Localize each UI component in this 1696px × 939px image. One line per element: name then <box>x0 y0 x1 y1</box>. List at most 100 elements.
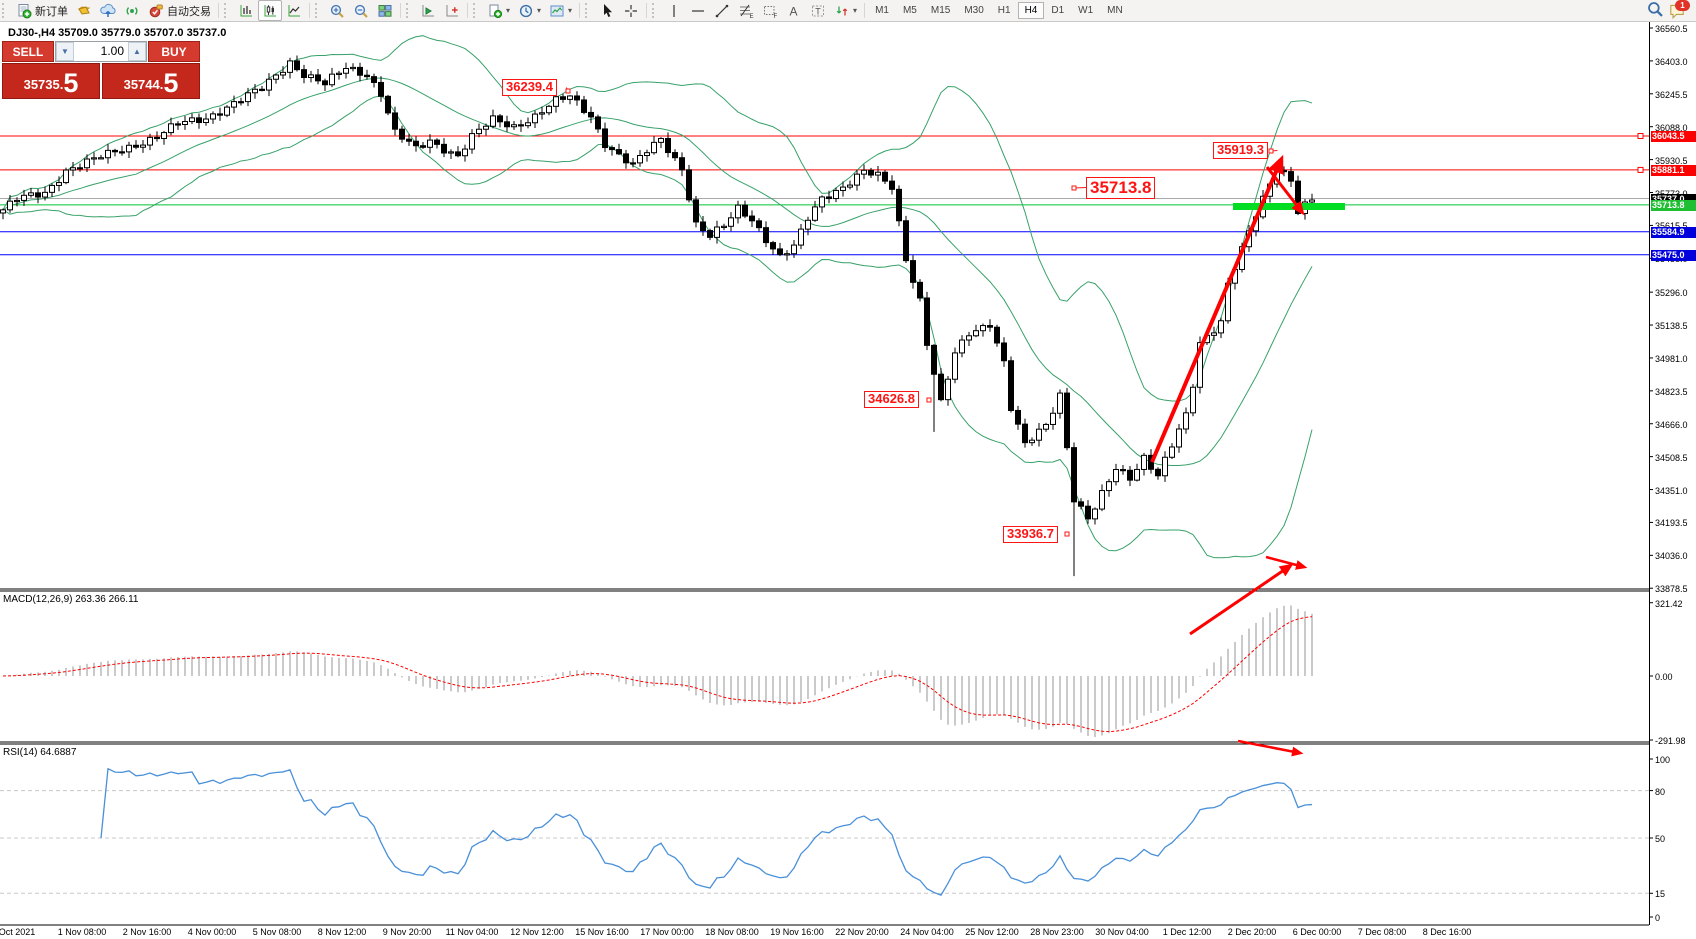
volume-input[interactable]: 1.00 <box>100 44 124 58</box>
periods-icon <box>518 3 534 19</box>
chevron-down-icon: ▾ <box>853 5 858 15</box>
publish-chart-icon <box>100 3 116 19</box>
hline-icon <box>690 3 706 19</box>
new-order-button[interactable]: 新订单 <box>12 0 72 21</box>
time-axis-tick: 4 Nov 00:00 <box>187 927 237 937</box>
zoom-in-button[interactable] <box>325 0 349 21</box>
signal-icon <box>124 3 140 19</box>
signal-button[interactable] <box>120 0 144 21</box>
buy-price[interactable]: 35744. 5 <box>102 63 200 99</box>
timeframe-m30-button[interactable]: M30 <box>964 5 984 16</box>
price-annotation-label[interactable]: 36239.4 <box>502 79 557 96</box>
chart-shift-button[interactable] <box>440 0 464 21</box>
search-icon[interactable] <box>1646 0 1664 21</box>
timeframe-w1-button[interactable]: W1 <box>1078 5 1094 16</box>
volume-increase-button[interactable]: ▲ <box>128 42 146 61</box>
rsi-axis-tick: 15 <box>1655 889 1666 900</box>
templates-button[interactable]: ▾ <box>545 0 576 21</box>
toolbar-grip <box>315 3 322 18</box>
toolbar-grip <box>473 3 480 18</box>
price-annotation-label[interactable]: 35713.8 <box>1086 177 1156 199</box>
time-axis-tick: 19 Nov 16:00 <box>770 927 824 937</box>
text-label-button[interactable]: T <box>806 0 830 21</box>
add-indicator-button[interactable]: ▾ <box>483 0 514 21</box>
cursor-button[interactable] <box>595 0 619 21</box>
svg-text:A: A <box>790 4 798 18</box>
chevron-down-icon: ▾ <box>568 5 573 15</box>
toolbar-right: 1 <box>1646 0 1696 21</box>
zoom-out-button[interactable] <box>349 0 373 21</box>
time-axis-tick: Oct 2021 <box>0 927 36 937</box>
trend-arrow[interactable] <box>1189 563 1294 636</box>
timeframe-h4-button[interactable]: H4 <box>1017 2 1045 19</box>
timeframe-m5-button[interactable]: M5 <box>902 5 917 16</box>
tip-icon <box>76 3 92 19</box>
time-axis-tick: 22 Nov 20:00 <box>835 927 889 937</box>
trend-arrow[interactable] <box>1150 154 1284 463</box>
toolbar-separator <box>467 3 468 18</box>
line-chart-button[interactable] <box>282 0 306 21</box>
price-level-tag: 35584.9 <box>1651 226 1696 238</box>
publish-chart-button[interactable] <box>96 0 120 21</box>
timeframe-m1-button[interactable]: M1 <box>875 5 889 16</box>
sell-button[interactable]: SELL <box>2 41 54 62</box>
text-label-icon: T <box>810 3 826 19</box>
candlestick-button[interactable] <box>258 0 282 21</box>
timeframe-mn-button[interactable]: MN <box>1107 5 1123 16</box>
time-axis-tick: 28 Nov 23:00 <box>1030 927 1084 937</box>
periods-button[interactable]: ▾ <box>514 0 545 21</box>
buy-price-main: 35744. <box>123 77 164 92</box>
sell-price[interactable]: 35735. 5 <box>2 63 100 99</box>
text-button[interactable]: A <box>782 0 806 21</box>
toolbar-grip <box>652 3 659 18</box>
svg-text:E: E <box>750 14 754 19</box>
level-lines[interactable] <box>0 132 1649 256</box>
price-annotation-label[interactable]: 33936.7 <box>1003 526 1058 543</box>
price-axis-tick: 34036.0 <box>1655 551 1688 562</box>
new-order-icon <box>16 3 32 19</box>
support-zone-bar[interactable] <box>1233 203 1345 210</box>
rsi-axis-tick: 80 <box>1655 786 1666 797</box>
macd-indicator <box>2 605 1313 738</box>
trend-arrow[interactable] <box>1265 555 1308 570</box>
candlesticks[interactable] <box>0 55 1315 577</box>
notifications-button[interactable]: 1 <box>1668 0 1690 20</box>
toolbar-grip <box>2 3 9 18</box>
bar-chart-button[interactable] <box>234 0 258 21</box>
trend-arrow[interactable] <box>1265 166 1305 216</box>
arrow-objects-button[interactable]: ▾ <box>830 0 861 21</box>
toolbar-button-label: 新订单 <box>35 5 68 18</box>
auto-scroll-button[interactable] <box>416 0 440 21</box>
rsi-axis-tick: 100 <box>1655 755 1671 765</box>
timeframe-h1-button[interactable]: H1 <box>997 5 1011 16</box>
timeframe-m15-button[interactable]: M15 <box>930 5 951 16</box>
price-level-tag: 35881.1 <box>1651 164 1696 176</box>
last-price-tag: 35737.0 <box>1651 193 1696 205</box>
time-axis-tick: 24 Nov 04:00 <box>900 927 954 937</box>
time-axis-tick: 17 Nov 00:00 <box>640 927 694 937</box>
toolbar-separator <box>218 3 219 18</box>
price-axis-tick: 34823.5 <box>1655 386 1688 397</box>
volume-decrease-button[interactable]: ▼ <box>56 42 74 61</box>
price-annotation-label[interactable]: 34626.8 <box>864 391 919 408</box>
tile-windows-button[interactable] <box>373 0 397 21</box>
trendline-button[interactable] <box>710 0 734 21</box>
hline-button[interactable] <box>686 0 710 21</box>
crosshair-button[interactable] <box>619 0 643 21</box>
price-annotation-label[interactable]: 35919.3 <box>1213 142 1268 159</box>
toolbar-button-label: 自动交易 <box>167 5 211 18</box>
timeframe-d1-button[interactable]: D1 <box>1051 5 1065 16</box>
autotrade-button[interactable]: 自动交易 <box>144 0 215 21</box>
buy-button[interactable]: BUY <box>148 41 200 62</box>
buy-price-big: 5 <box>163 68 179 98</box>
channel-button[interactable]: F <box>758 0 782 21</box>
trend-arrow[interactable] <box>1237 739 1304 757</box>
price-axis-tick: 35773.0 <box>1655 189 1688 199</box>
trendline-icon <box>714 3 730 19</box>
time-axis-tick: 2 Nov 16:00 <box>122 927 172 937</box>
vline-button[interactable] <box>662 0 686 21</box>
fibonacci-button[interactable]: E <box>734 0 758 21</box>
tip-button[interactable] <box>72 0 96 21</box>
price-axis-tick: 35615.5 <box>1655 221 1688 231</box>
